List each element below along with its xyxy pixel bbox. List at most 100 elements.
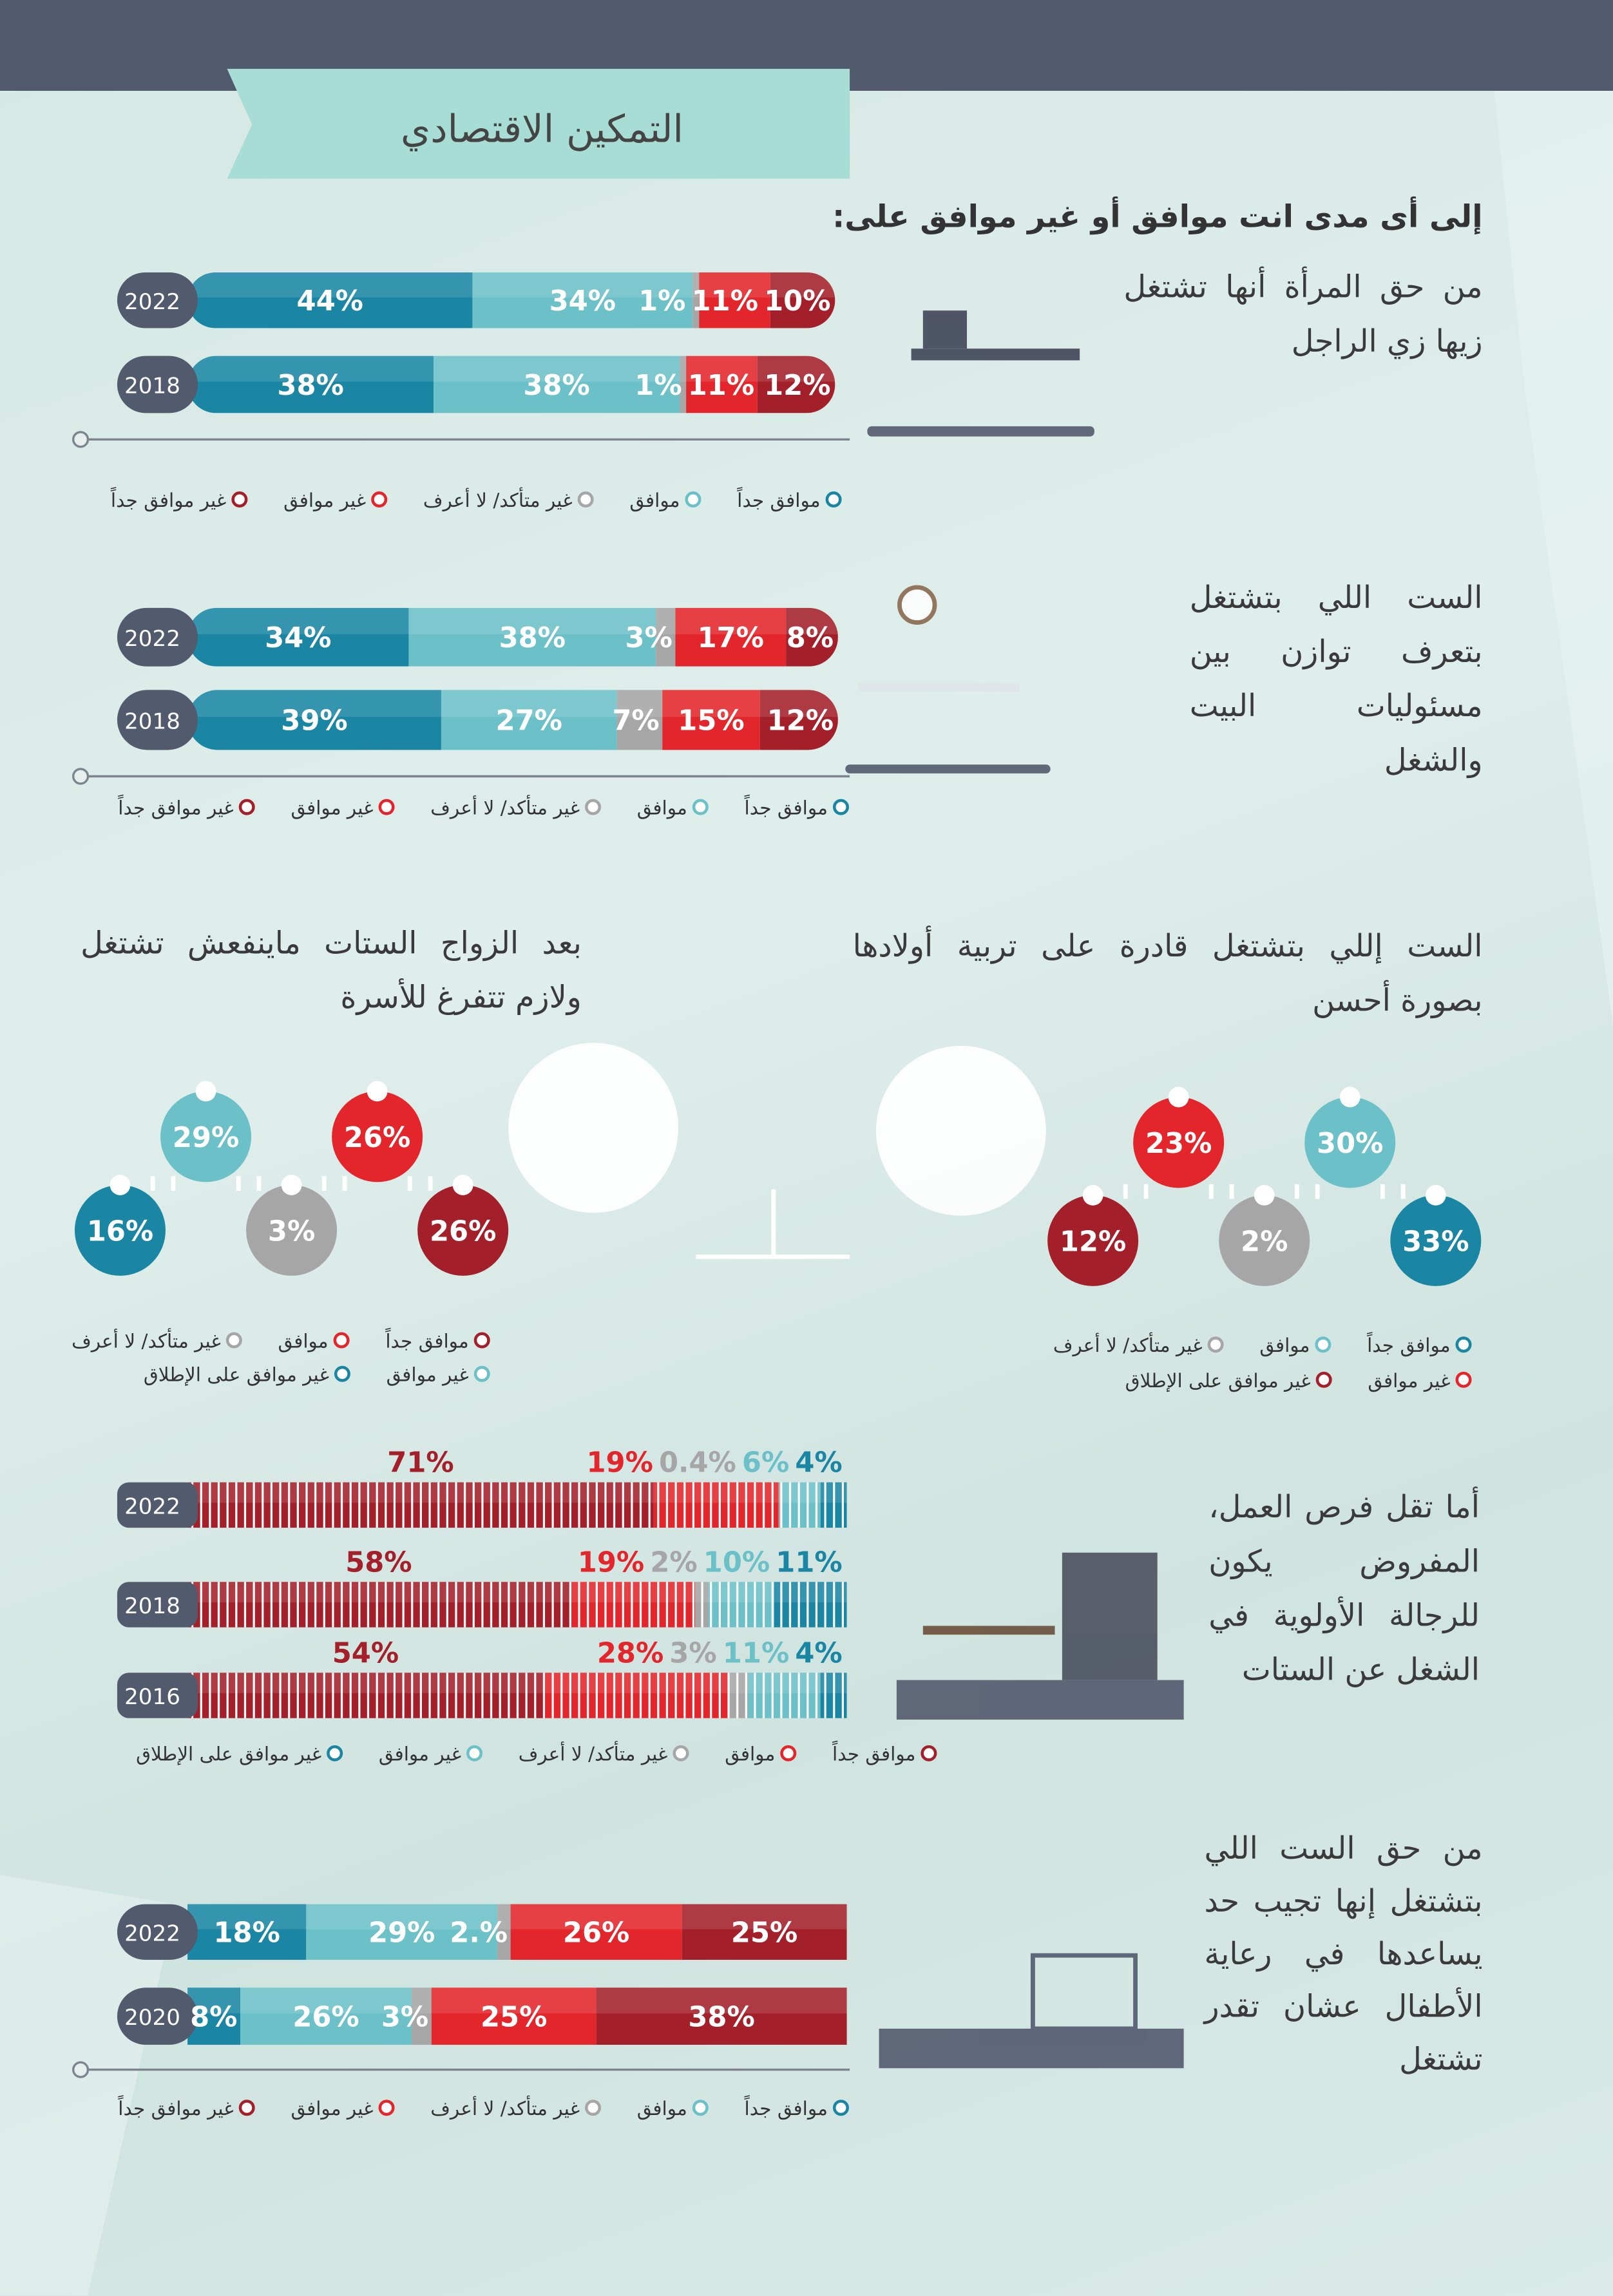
value-label: 23%: [1145, 1128, 1212, 1160]
bubble-notch: [281, 1174, 302, 1195]
legend-label: غير متأكد/ لا أعرف: [519, 1741, 668, 1765]
value-label: 1%: [638, 285, 685, 318]
legend-marker: [825, 491, 842, 508]
connector: [1380, 1184, 1406, 1199]
bar-stripes: [187, 1482, 847, 1528]
connector: [1123, 1184, 1149, 1199]
legend-marker: [1455, 1336, 1472, 1353]
value-label: 26%: [344, 1122, 410, 1154]
value-label: 1%: [635, 370, 682, 402]
value-label: 33%: [1402, 1226, 1469, 1258]
value-label: 34%: [265, 622, 331, 654]
legend-marker: [225, 1332, 242, 1349]
bar-segment: [472, 272, 693, 328]
bar-segment: [680, 356, 687, 413]
legend-label: موافق جداً: [385, 1327, 469, 1352]
legend-marker: [231, 491, 248, 508]
bar-group: [187, 1988, 847, 2045]
legend-marker: [334, 1365, 350, 1382]
year-label: 2018: [124, 708, 180, 734]
bar-highlight: [656, 607, 676, 634]
legend-marker: [692, 799, 709, 815]
bar-group: [187, 356, 835, 413]
connector: [150, 1176, 176, 1191]
statement: بعد الزواج الستات ماينفعش تشتغل ولازم تت…: [81, 925, 582, 1016]
bar-highlight: [408, 607, 656, 634]
legend-marker: [832, 799, 849, 815]
bar-group: [187, 690, 838, 750]
bar-segment: [187, 607, 409, 667]
bubble: [417, 1184, 509, 1276]
bar-highlight: [187, 607, 409, 634]
bar-group: [187, 1673, 847, 1718]
bar-segment: [408, 607, 656, 667]
connector: [1208, 1184, 1234, 1199]
legend-marker: [473, 1365, 490, 1382]
value-label: 54%: [332, 1637, 399, 1669]
bar-highlight: [510, 1904, 682, 1930]
year-pill: [117, 1582, 198, 1627]
value-label: 58%: [345, 1546, 412, 1579]
legend-label: موافق جداً: [744, 794, 828, 819]
bubble: [1047, 1195, 1139, 1286]
legend-label: موافق: [278, 1330, 329, 1352]
bar-highlight: [662, 690, 760, 717]
legend-label: غير موافق: [291, 2098, 373, 2120]
legend-marker: [371, 491, 388, 508]
legend-label: غير متأكد/ لا أعرف: [430, 795, 580, 819]
legend-label: موافق جداً: [744, 2095, 828, 2120]
legend-label: غير متأكد/ لا أعرف: [430, 2095, 580, 2120]
legend-marker: [238, 2100, 255, 2116]
value-label: 2%: [650, 1546, 697, 1579]
bar-segment: [759, 690, 838, 750]
bar-segment: [786, 607, 838, 667]
value-label: 29%: [173, 1122, 239, 1154]
year-label: 2022: [124, 1921, 180, 1946]
value-label: 8%: [787, 622, 834, 654]
statement: الست اللي بتشتغل بتعرف توازن بين مسئوليا…: [1189, 580, 1483, 778]
year-pill: [117, 607, 198, 667]
value-label: 15%: [678, 705, 744, 737]
timeline-dot: [72, 2061, 90, 2078]
value-label: 3%: [669, 1637, 716, 1669]
year-label: 2018: [124, 1593, 180, 1619]
legend-marker: [585, 2100, 602, 2116]
legend-label: غير موافق جداً: [111, 486, 227, 511]
bar-highlight: [472, 272, 693, 298]
value-label: 12%: [1060, 1226, 1126, 1258]
year-label: 2020: [124, 2005, 180, 2031]
legend-marker: [1207, 1336, 1224, 1353]
page-title: التمكين الاقتصادي: [401, 107, 683, 152]
value-label: 0.4%: [659, 1447, 736, 1479]
bar-highlight: [680, 356, 687, 382]
bar-group: [187, 272, 835, 328]
bar-highlight: [412, 1988, 432, 2014]
statement: من حق المرأة أنها تشتغل زيها زي الراجل: [1123, 269, 1483, 359]
question: إلى أى مدى انت موافق أو غير موافق على:: [832, 199, 1483, 234]
bar-segment: [699, 272, 770, 328]
bar-highlight: [675, 607, 787, 634]
legend-label: موافق جداً: [1367, 1332, 1451, 1356]
legend-label: غير موافق على الإطلاق: [144, 1364, 329, 1387]
value-label: 38%: [523, 370, 589, 402]
value-label: 11%: [776, 1546, 842, 1579]
legend-label: غير موافق على الإطلاق: [1125, 1370, 1311, 1392]
legend-label: موافق جداً: [832, 1740, 916, 1765]
value-label: 26%: [292, 2001, 359, 2033]
bubble-notch: [1082, 1184, 1103, 1206]
year-pill: [117, 1988, 198, 2045]
legend-label: موافق جداً: [737, 486, 821, 511]
year-pill: [117, 1673, 198, 1718]
legend-marker: [333, 1332, 350, 1349]
legend-label: غير متأكد/ لا أعرف: [423, 487, 573, 511]
bar-segment: [187, 356, 434, 413]
bg-shape: [0, 1875, 176, 2295]
legend-marker: [1315, 1336, 1331, 1353]
year-label: 2022: [124, 1494, 180, 1519]
connector: [1294, 1184, 1320, 1199]
legend-marker: [327, 1745, 343, 1761]
value-label: 26%: [430, 1215, 496, 1248]
bubble: [1133, 1097, 1225, 1188]
value-label: 44%: [297, 285, 363, 318]
